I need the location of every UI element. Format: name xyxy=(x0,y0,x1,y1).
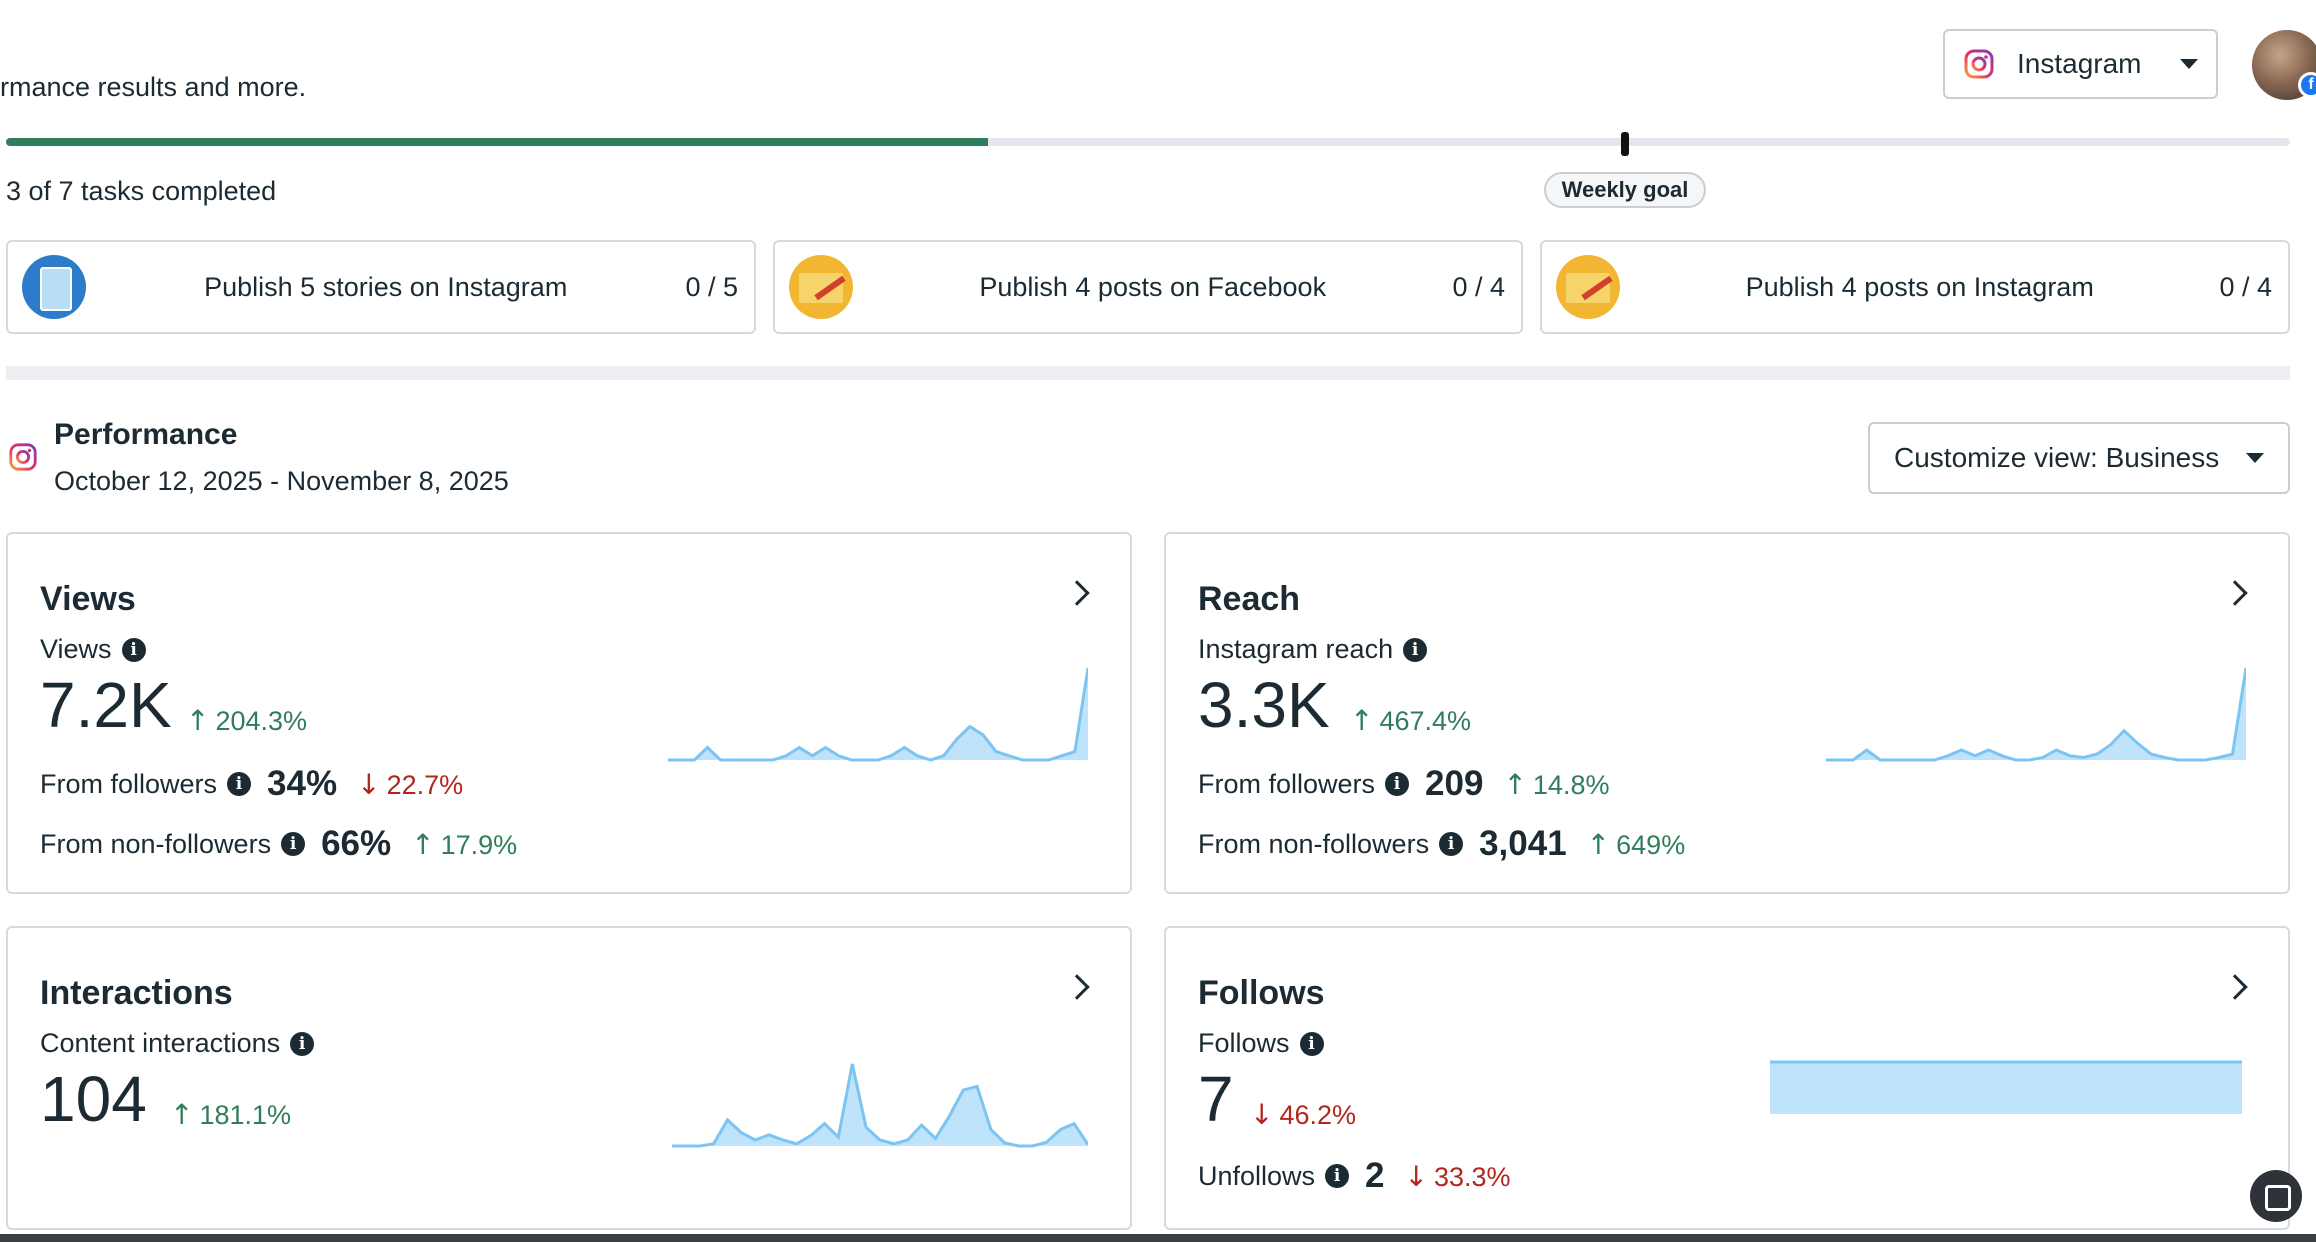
weekly-goal-progress-bar xyxy=(6,138,2290,146)
task-label: Publish 4 posts on Facebook xyxy=(979,271,1327,302)
info-icon[interactable]: i xyxy=(290,1031,315,1056)
follows-card[interactable]: Follows Follows i 7 ↓ 46.2% Unfollows i 2 ↓… xyxy=(1164,926,2290,1230)
chevron-right-icon[interactable] xyxy=(1064,580,1090,606)
arrow-up-icon: ↑ xyxy=(170,1098,194,1131)
window-bottom-edge xyxy=(0,1234,2316,1242)
card-title: Reach xyxy=(1198,580,1301,618)
task-card-instagram-posts[interactable]: Publish 4 posts on Instagram 0 / 4 xyxy=(1540,240,2290,334)
weekly-goal-badge: Weekly goal xyxy=(1544,172,1706,208)
caret-down-icon xyxy=(2180,59,2198,69)
platform-selector[interactable]: Instagram xyxy=(1943,29,2218,99)
from-non-followers-row: From non-followers i 66% ↑ 17.9% xyxy=(40,824,518,863)
info-icon[interactable]: i xyxy=(1439,832,1464,856)
page-subtitle: rmance results and more. xyxy=(0,72,307,102)
unfollows-row: Unfollows i 2 ↓ 33.3% xyxy=(1198,1156,1511,1195)
arrow-up-icon: ↑ xyxy=(1350,704,1374,737)
card-title: Follows xyxy=(1198,974,1325,1012)
arrow-up-icon: ↑ xyxy=(1586,827,1611,861)
card-title: Views xyxy=(40,580,136,618)
views-sparkline xyxy=(668,667,1088,762)
metric-value: 7.2K xyxy=(40,669,172,741)
info-icon[interactable]: i xyxy=(1325,1164,1350,1188)
customize-view-label: Customize view: Business xyxy=(1894,442,2220,473)
info-icon[interactable]: i xyxy=(281,832,306,856)
section-divider xyxy=(6,366,2290,380)
feedback-button[interactable] xyxy=(2250,1170,2302,1222)
platform-selector-label: Instagram xyxy=(2017,48,2142,79)
arrow-up-icon: ↑ xyxy=(1503,767,1527,801)
caret-down-icon xyxy=(2246,453,2264,463)
facebook-badge-icon: f xyxy=(2298,72,2316,98)
info-icon[interactable]: i xyxy=(1385,772,1410,796)
arrow-down-icon: ↓ xyxy=(357,767,381,801)
views-card[interactable]: Views Views i 7.2K ↑ 204.3% From followers… xyxy=(6,532,1132,894)
card-title: Interactions xyxy=(40,974,233,1012)
sparkline-area xyxy=(668,668,1088,760)
interactions-card[interactable]: Interactions Content interactions i 104 ↑… xyxy=(6,926,1132,1230)
from-non-followers-row: From non-followers i 3,041 ↑ 649% xyxy=(1198,824,1686,863)
metric-label: Follows i xyxy=(1198,1028,1324,1059)
metric-change: ↑ 204.3% xyxy=(186,704,308,737)
info-icon[interactable]: i xyxy=(121,637,146,662)
metric-label: Content interactions i xyxy=(40,1028,315,1059)
task-count: 0 / 5 xyxy=(685,271,738,302)
compose-post-thumbnail-icon xyxy=(789,255,853,319)
weekly-goal-marker xyxy=(1621,132,1629,156)
task-label: Publish 5 stories on Instagram xyxy=(204,271,568,302)
chevron-right-icon[interactable] xyxy=(1064,974,1090,1000)
follows-sparkline xyxy=(1770,1060,2242,1114)
customize-view-dropdown[interactable]: Customize view: Business xyxy=(1868,422,2290,494)
task-card-instagram-stories[interactable]: Publish 5 stories on Instagram 0 / 5 xyxy=(6,240,756,334)
performance-date-range: October 12, 2025 - November 8, 2025 xyxy=(54,466,509,496)
sparkline-line xyxy=(668,667,1088,762)
compose-post-thumbnail-icon xyxy=(1556,255,1620,319)
metric-change: ↓ 46.2% xyxy=(1250,1098,1357,1131)
arrow-down-icon: ↓ xyxy=(1250,1098,1274,1131)
arrow-up-icon: ↑ xyxy=(411,827,435,861)
interactions-sparkline xyxy=(672,1063,1088,1148)
sparkline-line xyxy=(672,1063,1088,1148)
task-card-facebook-posts[interactable]: Publish 4 posts on Facebook 0 / 4 xyxy=(773,240,1523,334)
info-icon[interactable]: i xyxy=(227,772,252,796)
instagram-icon xyxy=(9,443,37,471)
info-icon[interactable]: i xyxy=(1299,1031,1324,1056)
profile-avatar[interactable]: f xyxy=(2252,30,2316,100)
metric-value: 7 xyxy=(1198,1063,1234,1135)
task-count: 0 / 4 xyxy=(2219,271,2272,302)
chevron-right-icon[interactable] xyxy=(2222,974,2248,1000)
sparkline-area xyxy=(1770,1062,2242,1114)
performance-title: Performance xyxy=(54,418,238,451)
from-followers-row: From followers i 34% ↓ 22.7% xyxy=(40,764,464,803)
metric-value: 3.3K xyxy=(1198,669,1330,741)
reach-sparkline xyxy=(1826,667,2246,762)
progress-bar-fill xyxy=(6,138,989,146)
arrow-up-icon: ↑ xyxy=(186,704,210,737)
metric-label: Instagram reach i xyxy=(1198,634,1428,665)
instagram-icon xyxy=(1964,49,1994,79)
from-followers-row: From followers i 209 ↑ 14.8% xyxy=(1198,764,1610,803)
sparkline-area xyxy=(672,1064,1088,1146)
metric-value: 104 xyxy=(40,1063,147,1135)
stories-thumbnail-icon xyxy=(22,255,86,319)
sparkline-line xyxy=(1826,667,2246,762)
sparkline-area xyxy=(1826,668,2246,760)
tasks-completed-text: 3 of 7 tasks completed xyxy=(6,176,277,206)
reach-card[interactable]: Reach Instagram reach i 3.3K ↑ 467.4% From… xyxy=(1164,532,2290,894)
task-label: Publish 4 posts on Instagram xyxy=(1745,271,2094,302)
metric-label: Views i xyxy=(40,634,146,665)
metric-change: ↑ 467.4% xyxy=(1350,704,1472,737)
info-icon[interactable]: i xyxy=(1403,637,1428,662)
arrow-down-icon: ↓ xyxy=(1404,1159,1428,1193)
task-count: 0 / 4 xyxy=(1452,271,1505,302)
metric-change: ↑ 181.1% xyxy=(170,1098,292,1131)
chevron-right-icon[interactable] xyxy=(2222,580,2248,606)
